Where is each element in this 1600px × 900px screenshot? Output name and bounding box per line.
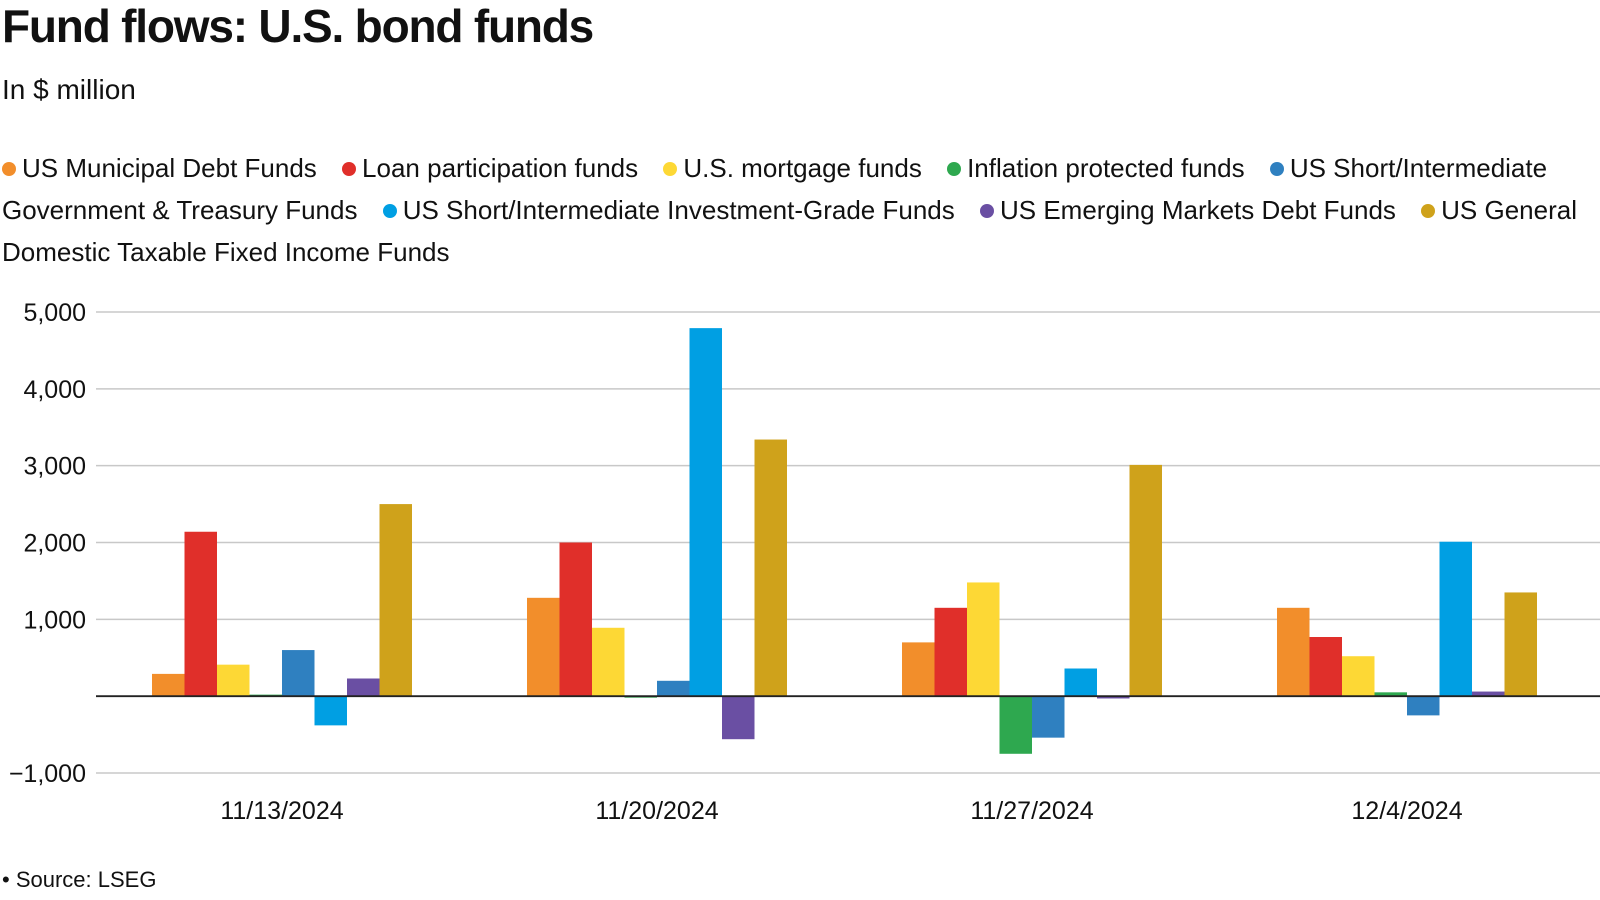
legend-dot-icon	[342, 162, 357, 176]
chart-title: Fund flows: U.S. bond funds	[2, 0, 594, 52]
bar	[152, 673, 185, 697]
legend-dot-icon	[663, 162, 678, 176]
legend-dot-icon	[1269, 162, 1284, 176]
bar	[217, 664, 250, 697]
legend-label: US Municipal Debt Funds	[22, 153, 317, 183]
bar	[559, 542, 592, 697]
y-tick-label: 5,000	[23, 300, 86, 327]
y-tick-label: 2,000	[23, 530, 86, 558]
bar	[1277, 607, 1310, 697]
bar	[592, 627, 625, 697]
bar	[902, 642, 935, 697]
legend-item: US Municipal Debt Funds	[2, 153, 317, 183]
legend-label: Loan participation funds	[362, 153, 639, 183]
x-tick-label: 12/4/2024	[1351, 797, 1462, 825]
bar	[689, 328, 722, 697]
source-note: • Source: LSEG	[2, 867, 156, 893]
legend-label: Inflation protected funds	[967, 153, 1245, 183]
legend-item: Loan participation funds	[342, 153, 638, 183]
y-tick-label: −1,000	[9, 760, 86, 788]
bar	[1032, 696, 1065, 738]
legend-label: US Short/Intermediate Government & Treas…	[2, 153, 1548, 225]
bar-chart: −1,000 1,000 2,000 3,000 4,000 5,000 11/13/202…	[9, 300, 1600, 825]
x-tick-label: 11/27/2024	[970, 797, 1093, 825]
bar	[657, 680, 690, 697]
bar	[999, 696, 1032, 754]
bar	[184, 531, 217, 697]
source-text: Source: LSEG	[15, 867, 157, 892]
legend-dot-icon	[382, 204, 397, 218]
bar	[1407, 696, 1440, 716]
bar	[1129, 464, 1162, 697]
y-tick-label: 4,000	[23, 376, 86, 404]
bullet-icon: •	[2, 867, 16, 892]
bar	[1439, 541, 1472, 697]
legend-item: US Emerging Markets Debt Funds	[979, 195, 1396, 225]
bar	[347, 678, 380, 697]
x-tick-label: 11/13/2024	[220, 797, 343, 825]
chart-subtitle: In $ million	[2, 74, 136, 105]
legend-dot-icon	[1421, 204, 1436, 218]
legend-item: US Short/Intermediate Government & Treas…	[2, 153, 1547, 225]
bar	[282, 650, 315, 697]
bar	[1064, 668, 1097, 697]
legend-dot-icon	[979, 204, 994, 218]
legend-item: U.S. mortgage funds	[663, 153, 922, 183]
chart-legend: US Municipal Debt Funds Loan participati…	[2, 147, 1592, 273]
y-tick-label: 3,000	[23, 453, 86, 481]
bar	[934, 607, 967, 697]
bar	[1504, 592, 1537, 697]
bar	[379, 504, 412, 697]
legend-label: US Emerging Markets Debt Funds	[999, 195, 1396, 225]
bar	[722, 696, 755, 740]
bar	[1472, 691, 1505, 697]
legend-label: U.S. mortgage funds	[683, 153, 922, 183]
bar	[1342, 656, 1375, 697]
bar	[314, 696, 347, 726]
legend-dot-icon	[2, 162, 16, 176]
legend-item: US General Domestic Taxable Fixed Income…	[2, 195, 1577, 267]
bar	[1309, 637, 1342, 697]
bar	[1097, 696, 1130, 699]
legend-label: US General Domestic Taxable Fixed Income…	[2, 195, 1577, 267]
x-tick-label: 11/20/2024	[595, 797, 718, 825]
legend-label: US Short/Intermediate Investment-Grade F…	[402, 195, 955, 225]
bar	[754, 439, 787, 697]
bar	[967, 582, 1000, 697]
legend-item: Inflation protected funds	[947, 153, 1245, 183]
legend-item: US Short/Intermediate Investment-Grade F…	[382, 195, 955, 225]
y-tick-label: 1,000	[23, 606, 86, 634]
bar	[527, 597, 560, 697]
bar	[1374, 692, 1407, 697]
legend-dot-icon	[947, 162, 962, 176]
